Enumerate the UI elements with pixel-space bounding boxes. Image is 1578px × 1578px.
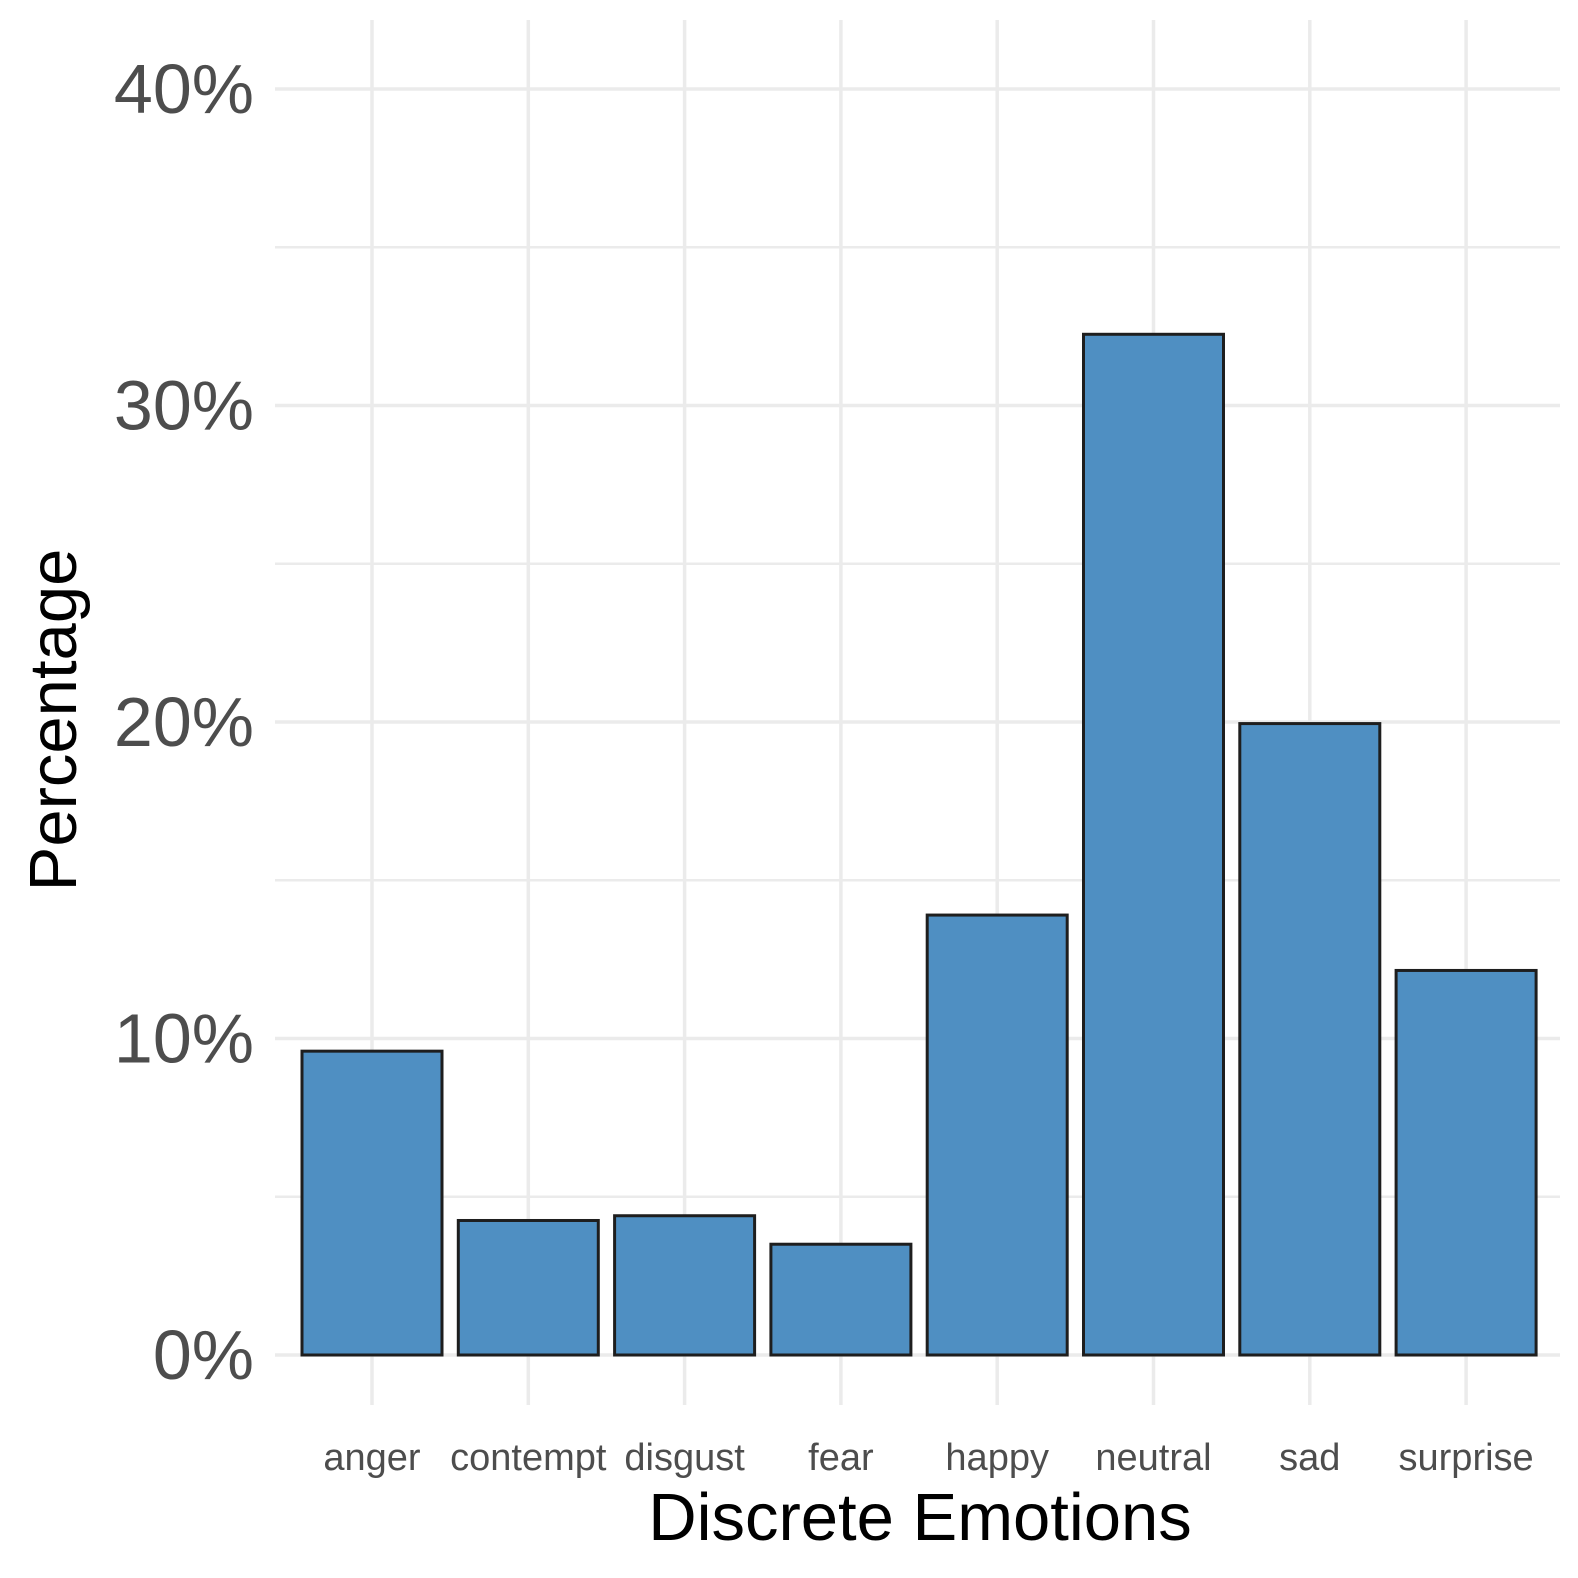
x-tick-label-happy: happy: [945, 1437, 1049, 1479]
y-tick-label: 0%: [153, 1316, 254, 1394]
x-tick-label-surprise: surprise: [1399, 1437, 1534, 1479]
x-tick-label-disgust: disgust: [624, 1437, 745, 1479]
y-tick-label: 20%: [114, 683, 254, 761]
bar-fear: [769, 1242, 913, 1357]
bar-surprise: [1394, 968, 1538, 1357]
y-axis-ticks: 0% 10% 20% 30% 40%: [114, 50, 254, 1394]
bar-happy: [925, 913, 1069, 1357]
y-tick-label: 10%: [114, 1000, 254, 1078]
x-tick-label-contempt: contempt: [450, 1437, 607, 1479]
y-axis-title: Percentage: [16, 549, 91, 892]
x-tick-label-anger: anger: [323, 1437, 421, 1479]
bar-disgust: [613, 1214, 757, 1357]
y-tick-label: 30%: [114, 367, 254, 445]
x-axis-title: Discrete Emotions: [648, 1480, 1192, 1555]
y-tick-label: 40%: [114, 50, 254, 128]
x-tick-label-sad: sad: [1279, 1437, 1340, 1479]
x-tick-label-fear: fear: [808, 1437, 874, 1479]
bar-anger: [300, 1049, 444, 1357]
x-tick-label-neutral: neutral: [1095, 1437, 1211, 1479]
bar-neutral: [1082, 332, 1225, 1357]
bar-sad: [1238, 722, 1382, 1357]
bar-contempt: [456, 1218, 600, 1357]
bars: [300, 332, 1538, 1357]
x-axis-ticks: anger contempt disgust fear happy neutral sad s…: [323, 1437, 1533, 1479]
